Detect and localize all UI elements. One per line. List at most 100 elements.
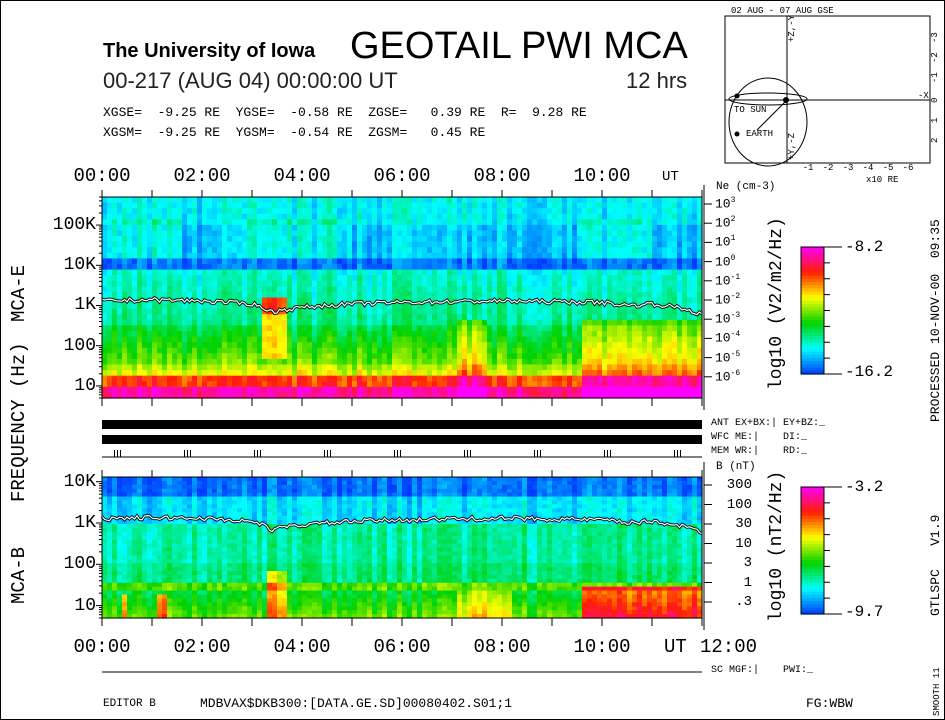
spectrogram-cell <box>177 477 183 482</box>
spectrogram-cell <box>537 319 543 327</box>
spectrogram-cell <box>372 331 378 338</box>
spectrogram-cell <box>617 381 623 388</box>
spectrogram-cell <box>622 219 628 226</box>
spectrogram-cell <box>592 314 598 321</box>
spectrogram-cell <box>117 347 123 354</box>
spectrogram-cell <box>532 213 538 220</box>
spectrogram-cell <box>102 539 108 545</box>
spectrogram-cell <box>322 291 328 299</box>
spectrogram-cell <box>122 202 128 209</box>
spectrogram-cell <box>352 392 358 399</box>
spectrogram-cell <box>597 364 603 371</box>
spectrogram-cell <box>197 319 203 327</box>
spectrogram-cell <box>512 342 518 349</box>
spectrogram-cell <box>642 258 648 265</box>
spectrogram-cell <box>562 258 568 265</box>
spectrogram-cell <box>597 336 603 343</box>
spectrogram-cell <box>252 336 258 343</box>
spectrogram-cell <box>522 202 528 209</box>
spectrogram-cell <box>142 598 148 603</box>
spectrogram-cell <box>352 264 358 271</box>
spectrogram-cell <box>317 275 323 282</box>
spectrogram-cell <box>402 370 408 377</box>
spectrogram-cell <box>647 331 653 338</box>
spectrogram-cell <box>577 347 583 354</box>
spectrogram-cell <box>112 477 118 482</box>
spectrogram-cell <box>482 202 488 209</box>
spectrogram-cell <box>172 325 178 332</box>
spectrogram-cell <box>642 370 648 377</box>
spectrogram-cell <box>277 336 283 343</box>
spectrogram-cell <box>192 364 198 371</box>
spectrogram-cell <box>537 252 543 260</box>
spectrogram-cell <box>512 202 518 209</box>
spectrogram-cell <box>372 342 378 349</box>
spectrogram-cell <box>697 381 703 388</box>
spectrogram-cell <box>502 358 508 366</box>
spectrogram-cell <box>102 303 108 310</box>
spectrogram-cell <box>137 236 143 243</box>
spectrogram-cell <box>137 543 143 549</box>
spectrogram-cell <box>612 230 618 237</box>
spectrogram-cell <box>602 392 608 399</box>
spectrogram-cell <box>137 480 143 486</box>
spectrogram-cell <box>572 314 578 321</box>
spectrogram-cell <box>177 594 183 600</box>
spectrogram-cell <box>582 325 588 332</box>
spectrogram-cell <box>297 386 303 394</box>
spectrogram-cell <box>687 342 693 349</box>
spectrogram-cell <box>467 252 473 260</box>
spectrogram-cell <box>677 247 683 254</box>
spectrogram-cell <box>162 325 168 332</box>
spectrogram-cell <box>472 375 478 382</box>
spectrogram-cell <box>147 358 153 366</box>
institution: The University of Iowa <box>103 40 316 62</box>
spectrogram-cell <box>122 531 128 537</box>
spectrogram-cell <box>577 280 583 287</box>
spectrogram-cell <box>612 364 618 371</box>
spectrogram-cell <box>122 520 128 525</box>
spectrogram-cell <box>687 381 693 388</box>
spectrogram-cell <box>647 319 653 327</box>
spectrogram-cell <box>372 386 378 394</box>
spectrogram-cell <box>162 524 168 529</box>
spectrogram-cell <box>412 269 418 276</box>
spectrogram-cell <box>657 197 663 204</box>
spectrogram-cell <box>572 353 578 360</box>
spectrogram-cell <box>357 241 363 248</box>
spectrogram-cell <box>567 386 573 394</box>
spectrogram-cell <box>477 197 483 204</box>
spectrogram-cell <box>437 303 443 310</box>
spectrogram-cell <box>152 582 158 588</box>
spectrogram-cell <box>287 219 293 226</box>
spectrogram-cell <box>147 571 153 576</box>
spectrogram-cell <box>267 202 273 209</box>
spectrogram-cell <box>262 381 268 388</box>
spectrogram-cell <box>657 331 663 338</box>
spectrogram-cell <box>122 586 128 592</box>
spectrogram-cell <box>117 543 123 549</box>
spectrogram-cell <box>672 219 678 226</box>
spectrogram-cell <box>517 197 523 204</box>
spectrogram-cell <box>437 297 443 304</box>
spectrogram-cell <box>427 303 433 310</box>
spectrogram-cell <box>597 230 603 237</box>
spectrogram-cell <box>167 543 173 549</box>
spectrogram-cell <box>137 264 143 271</box>
spectrogram-cell <box>262 258 268 265</box>
spectrogram-cell <box>232 303 238 310</box>
spectrogram-cell <box>662 236 668 243</box>
spectrogram-cell <box>147 258 153 265</box>
spectrogram-cell <box>497 319 503 327</box>
spectrogram-cell <box>162 219 168 226</box>
spectrogram-cell <box>612 208 618 215</box>
spectrogram-cell <box>592 219 598 226</box>
spectrogram-cell <box>412 303 418 310</box>
spectrogram-cell <box>127 358 133 366</box>
spectrogram-cell <box>117 258 123 265</box>
spectrogram-cell <box>177 336 183 343</box>
spectrogram-cell <box>127 258 133 265</box>
spectrogram-cell <box>677 202 683 209</box>
spectrogram-cell <box>147 275 153 282</box>
spectrogram-cell <box>177 236 183 243</box>
